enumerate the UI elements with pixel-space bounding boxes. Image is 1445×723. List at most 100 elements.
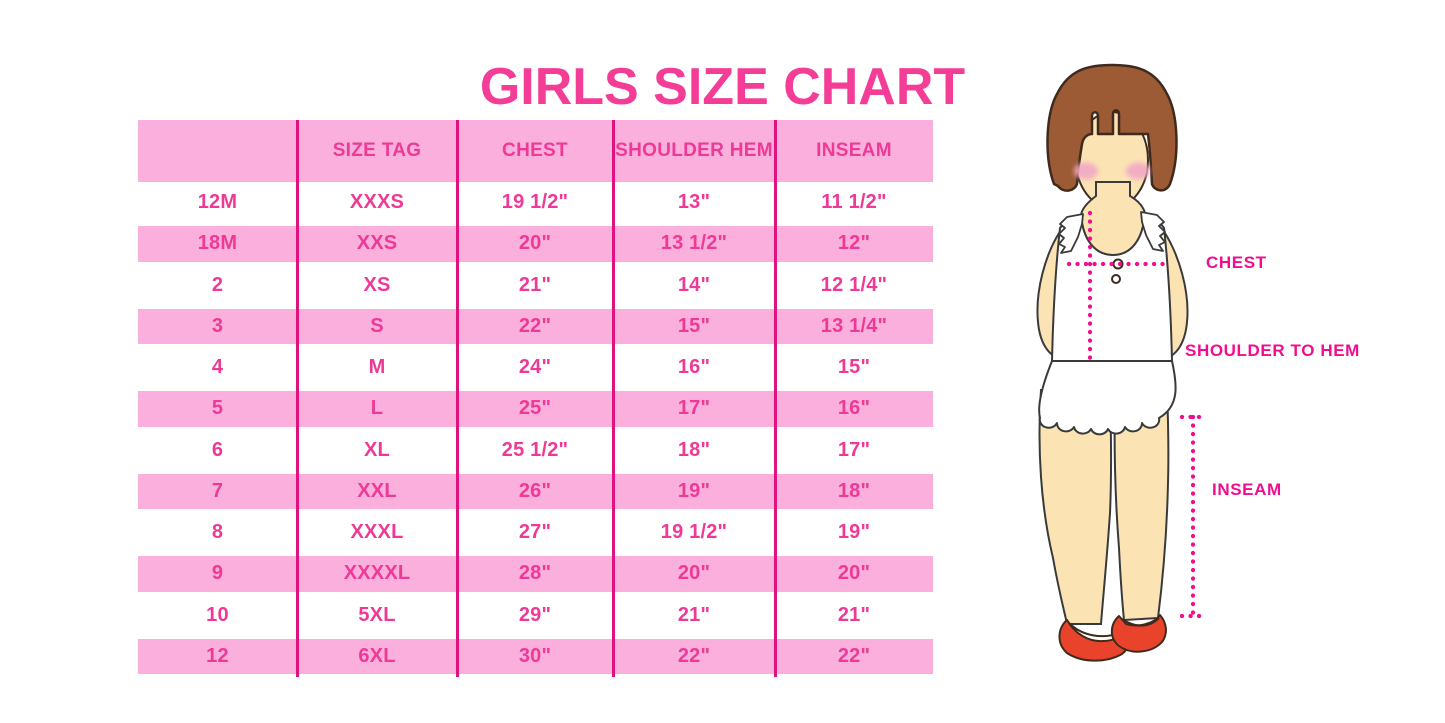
cell-size-tag: XXL [357,479,397,502]
page-title: GIRLS SIZE CHART [479,57,966,116]
cell-shoulder-hem: 22" [677,644,711,667]
cell-size: 3 [211,314,224,337]
cell-inseam: 19" [837,521,871,544]
cell-chest: 26" [518,479,552,502]
table-row: 5 L 25" 17" 16" [138,388,933,430]
cell-size-tag: XXXXL [343,562,411,585]
cell-chest: 25" [518,397,552,420]
skirt [1038,360,1177,436]
table-row: 12 6XL 30" 22" 22" [138,635,933,677]
cell-shoulder-hem: 18" [677,438,711,461]
table-row: 18M XXS 20" 13 1/2" 12" [138,223,933,265]
cell-size-tag: 5XL [358,603,396,626]
cell-chest: 24" [518,356,552,379]
table-row: 8 XXXL 27" 19 1/2" 19" [138,512,933,554]
cell-inseam: 17" [837,438,871,461]
table-row: 9 XXXXL 28" 20" 20" [138,553,933,595]
cell-inseam: 15" [837,356,871,379]
header-cell-inseam: INSEAM [816,140,892,161]
header-cell-size-tag: SIZE TAG [332,140,422,161]
cell-chest: 25 1/2" [501,438,569,461]
measurement-guides [1066,210,1209,619]
column-divider-3 [611,120,615,677]
header-cell-shoulder-hem: SHOULDER HEM [615,140,773,161]
cell-shoulder-hem: 13" [677,191,711,214]
cell-shoulder-hem: 13 1/2" [660,232,728,255]
cell-chest: 29" [518,603,552,626]
cell-chest: 30" [518,644,552,667]
blush-left [1074,162,1098,180]
table-row: 2 XS 21" 14" 12 1/4" [138,264,933,306]
cell-shoulder-hem: 20" [677,562,711,585]
cell-size: 8 [211,521,224,544]
cell-inseam: 12 1/4" [820,273,888,296]
table-body: 12M XXXS 19 1/2" 13" 11 1/2" 18M XXS 20" 13 1/2"… [138,182,933,677]
girl-body [1036,181,1189,662]
cell-shoulder-hem: 17" [677,397,711,420]
header-cell-size [138,120,297,182]
cell-inseam: 18" [837,479,871,502]
girls-size-table: SIZE TAG CHEST SHOULDER HEM INSEAM 12M XX… [138,120,933,677]
cell-size-tag: XXXS [349,191,405,214]
left-shoulder-ruffle [1058,213,1084,254]
cell-shoulder-hem: 14" [677,273,711,296]
header-cell-chest: CHEST [502,140,568,161]
chest-label: CHEST [1206,253,1267,272]
cell-inseam: 22" [837,644,871,667]
cell-size: 12 [206,644,229,667]
table-row: 3 S 22" 15" 13 1/4" [138,305,933,347]
cell-size: 6 [211,438,224,461]
cell-size: 18M [197,232,238,255]
left-leg [1038,389,1113,625]
table-row: 4 M 24" 16" 15" [138,347,933,389]
cell-size: 10 [206,603,229,626]
cell-chest: 20" [518,232,552,255]
measurement-diagram [1027,58,1427,703]
cell-size-tag: XXXL [350,521,404,544]
cell-size-tag: XS [363,273,391,296]
cell-shoulder-hem: 19 1/2" [660,521,728,544]
right-shoulder-ruffle [1140,211,1166,252]
cell-shoulder-hem: 19" [677,479,711,502]
cell-size-tag: S [370,314,384,337]
cell-size: 7 [211,479,224,502]
girl-figure-illustration [1036,63,1209,662]
shoulder-to-hem-label: SHOULDER TO HEM [1185,341,1360,360]
column-divider-1 [295,120,299,677]
table-row: 12M XXXS 19 1/2" 13" 11 1/2" [138,182,933,224]
column-divider-2 [455,120,459,677]
hair [1046,63,1178,192]
table-header-row: SIZE TAG CHEST SHOULDER HEM INSEAM [138,120,933,182]
cell-chest: 22" [518,314,552,337]
cell-shoulder-hem: 15" [677,314,711,337]
cell-inseam: 13 1/4" [820,314,888,337]
cell-size: 9 [211,562,224,585]
cell-shoulder-hem: 16" [677,356,711,379]
cell-size-tag: M [368,356,386,379]
cell-chest: 19 1/2" [501,191,569,214]
cell-chest: 27" [518,521,552,544]
right-shoe-strap [1121,617,1160,627]
cell-size: 5 [211,397,224,420]
cell-inseam: 21" [837,603,871,626]
cell-size-tag: L [370,397,384,420]
column-divider-4 [773,120,777,677]
table-row: 10 5XL 29" 21" 21" [138,594,933,636]
right-shoe [1110,614,1167,653]
shirt-button-2 [1111,274,1121,284]
table-row: 6 XL 25 1/2" 18" 17" [138,429,933,471]
cell-shoulder-hem: 21" [677,603,711,626]
inseam-label: INSEAM [1212,480,1282,499]
cell-size-tag: 6XL [358,644,396,667]
cell-inseam: 12" [837,232,871,255]
cell-size: 4 [211,356,224,379]
cell-size: 12M [197,191,238,214]
blush-right [1126,162,1150,180]
cell-size-tag: XL [364,438,390,461]
table-row: 7 XXL 26" 19" 18" [138,470,933,512]
cell-chest: 21" [518,273,552,296]
cell-inseam: 20" [837,562,871,585]
cell-size: 2 [211,273,224,296]
cell-inseam: 11 1/2" [821,191,887,214]
cell-inseam: 16" [837,397,871,420]
